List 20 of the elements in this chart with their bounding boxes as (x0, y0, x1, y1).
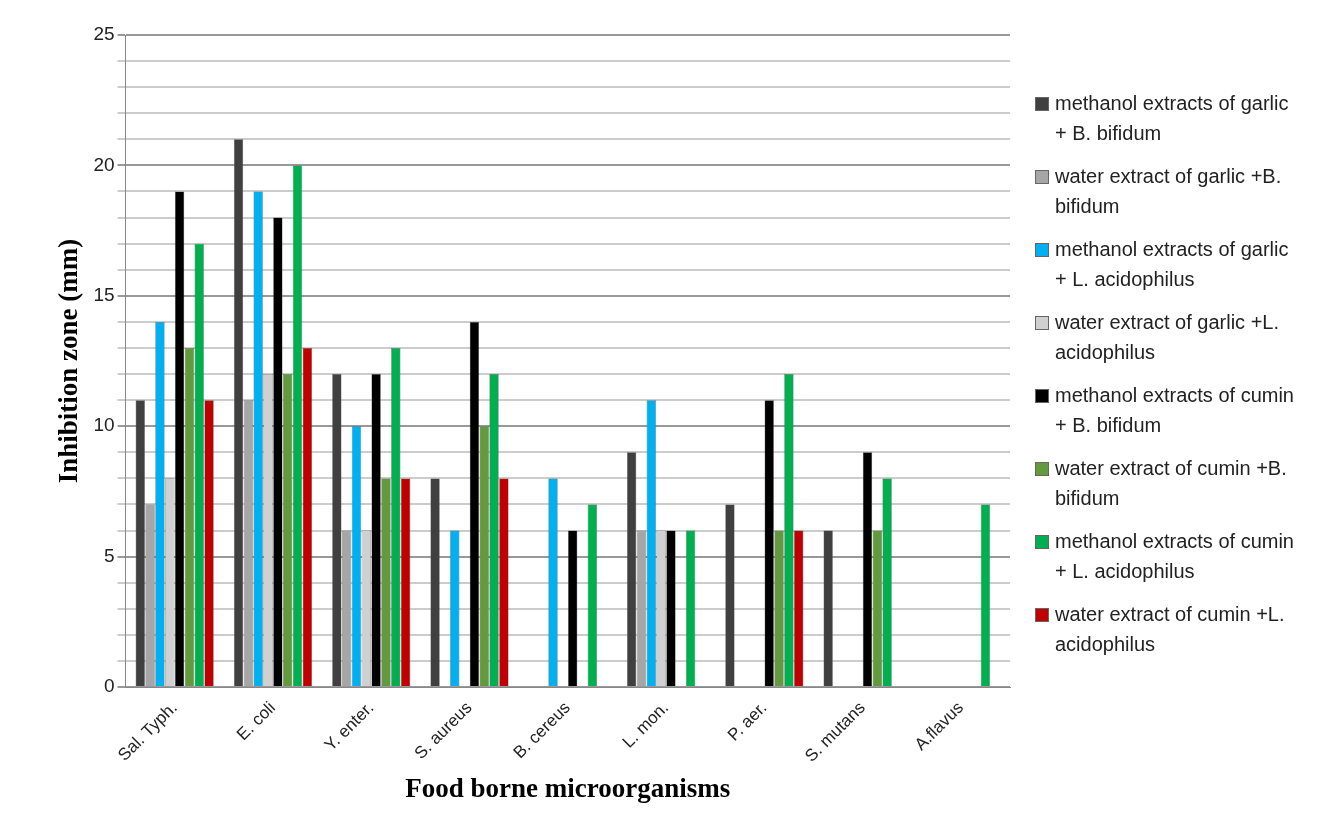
y-axis-title: Inhibition zone (mm) (53, 238, 84, 484)
y-tick-label: 10 (93, 414, 115, 436)
x-axis-title: Food borne microorganisms (405, 772, 731, 803)
x-tick-label: Sal. Typh. (114, 697, 181, 765)
x-tick-label: E. coli (232, 697, 280, 745)
legend-label: methanol extracts of cumin + L. acidophilus (1055, 529, 1295, 584)
x-tick-label: P. aer. (723, 697, 771, 745)
y-tick-label: 20 (93, 153, 115, 175)
y-tick-label: 5 (103, 544, 115, 566)
legend-label: water extract of garlic +L. acidophilus (1055, 310, 1280, 365)
legend-label: water extract of garlic +B. bifidum (1055, 164, 1283, 219)
x-tick-label: L. mon. (618, 697, 673, 752)
legend-label: water extract of cumin +L. acidophilus (1055, 602, 1286, 657)
legend-label: methanol extracts of garlic + B. bifidum (1055, 91, 1290, 146)
legend-label: water extract of cumin +B. bifidum (1055, 456, 1288, 511)
legend-label: methanol extracts of garlic + L. acidophilus (1055, 237, 1290, 292)
y-tick-label: 25 (93, 23, 115, 45)
y-tick-label: 0 (103, 675, 115, 697)
legend-label: methanol extracts of cumin + B. bifidum (1055, 383, 1295, 438)
y-tick-label: 15 (93, 284, 115, 306)
